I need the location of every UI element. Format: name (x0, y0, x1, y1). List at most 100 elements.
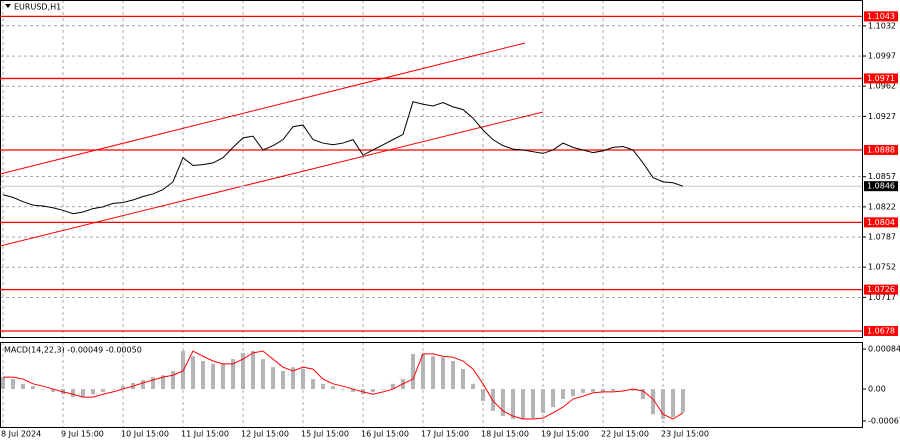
macd-bar (331, 386, 335, 390)
y-tick-label: 1.0717 (868, 293, 896, 302)
menu-arrow (5, 4, 11, 8)
macd-bar (431, 356, 435, 390)
macd-bar (211, 363, 215, 390)
y-tick-label: 1.0787 (868, 233, 896, 242)
macd-bar (441, 357, 445, 390)
macd-bar (231, 359, 235, 390)
macd-bar (141, 380, 145, 390)
macd-bar (671, 389, 675, 418)
macd-bar (271, 367, 275, 390)
macd-bar (161, 375, 165, 390)
macd-bar (291, 367, 295, 390)
macd-bar (601, 389, 605, 392)
macd-bar (501, 389, 505, 417)
level-label-bg (864, 284, 898, 295)
macd-bar (371, 389, 375, 392)
price-line (2, 101, 684, 215)
chart-title: EURUSD,H1 (14, 3, 61, 12)
macd-bar (91, 389, 95, 395)
y-tick-label: 1.0962 (868, 82, 896, 91)
macd-bar (571, 389, 575, 397)
macd-bar (381, 389, 385, 390)
level-label: 1.0971 (867, 74, 895, 83)
y-tick-label: 1.0927 (868, 112, 896, 121)
x-tick-label: 17 Jul 15:00 (421, 430, 469, 439)
y-tick-label: 1.0822 (868, 202, 896, 211)
macd-bar (1, 377, 5, 390)
level-label-bg (864, 325, 898, 336)
price-panel (0, 0, 863, 338)
macd-bar (151, 377, 155, 390)
macd-bar (551, 389, 555, 408)
macd-bar (591, 389, 595, 392)
macd-bar (641, 389, 645, 400)
macd-bar (241, 352, 245, 390)
macd-bar (621, 389, 625, 390)
macd-panel (0, 342, 863, 428)
channel-line (0, 42, 526, 175)
macd-bar (681, 389, 685, 413)
macd-bar (661, 389, 665, 419)
macd-bar (451, 361, 455, 390)
macd-bar (581, 389, 585, 393)
last-price-label: 1.0846 (867, 182, 895, 191)
x-tick-label: 10 Jul 15:00 (121, 430, 169, 439)
macd-bar (101, 389, 105, 392)
macd-bar (251, 351, 255, 390)
macd-bar (21, 383, 25, 390)
macd-bar (121, 386, 125, 390)
y-tick-label: 1.0857 (868, 172, 896, 181)
macd-bar (351, 389, 355, 392)
macd-bar (51, 389, 55, 392)
macd-bar (521, 389, 525, 419)
macd-bar (461, 369, 465, 390)
level-label: 1.1043 (867, 12, 895, 21)
signal-line (3, 350, 684, 420)
macd-bar (281, 370, 285, 390)
macd-bar (111, 389, 115, 390)
x-tick-label: 23 Jul 15:00 (661, 430, 709, 439)
macd-bar (171, 370, 175, 390)
macd-bar (631, 389, 635, 391)
macd-bar (341, 389, 345, 390)
macd-bar (201, 361, 205, 390)
macd-bar (541, 389, 545, 413)
level-label-bg (864, 217, 898, 228)
macd-bar (221, 363, 225, 390)
macd-bar (321, 383, 325, 390)
macd-bar (481, 389, 485, 401)
macd-bar (561, 389, 565, 400)
y-tick-label: 1.0997 (868, 52, 896, 61)
level-label-bg (864, 73, 898, 84)
x-tick-label: 22 Jul 15:00 (601, 430, 649, 439)
macd-bar (261, 359, 265, 390)
macd-bar (191, 356, 195, 390)
level-label-bg (864, 11, 898, 22)
macd-bar (531, 389, 535, 419)
x-tick-label: 18 Jul 15:00 (481, 430, 529, 439)
last-price-bg (864, 181, 898, 192)
macd-bar (511, 389, 515, 419)
level-label-bg (864, 144, 898, 155)
x-tick-label: 19 Jul 15:00 (541, 430, 589, 439)
level-label: 1.0804 (867, 218, 895, 227)
macd-bar (301, 369, 305, 390)
macd-bar (651, 389, 655, 415)
macd-bar (311, 379, 315, 390)
level-label: 1.0888 (867, 145, 895, 154)
indicator-title: MACD(14,22,3) -0.00049 -0.00050 (4, 346, 142, 355)
x-tick-label: 12 Jul 15:00 (241, 430, 289, 439)
macd-bar (11, 379, 15, 390)
macd-bar (611, 389, 615, 391)
channel-line (0, 111, 544, 247)
y-tick-label: -0.00067 (868, 416, 900, 425)
macd-bar (391, 383, 395, 390)
level-label: 1.0678 (867, 326, 895, 335)
y-tick-label: 0.00 (868, 385, 886, 394)
x-tick-label: 9 Jul 15:00 (61, 430, 104, 439)
macd-bar (411, 353, 415, 390)
x-tick-label: 15 Jul 15:00 (301, 430, 349, 439)
macd-bar (421, 353, 425, 390)
y-tick-label: 0.00084 (868, 345, 900, 354)
